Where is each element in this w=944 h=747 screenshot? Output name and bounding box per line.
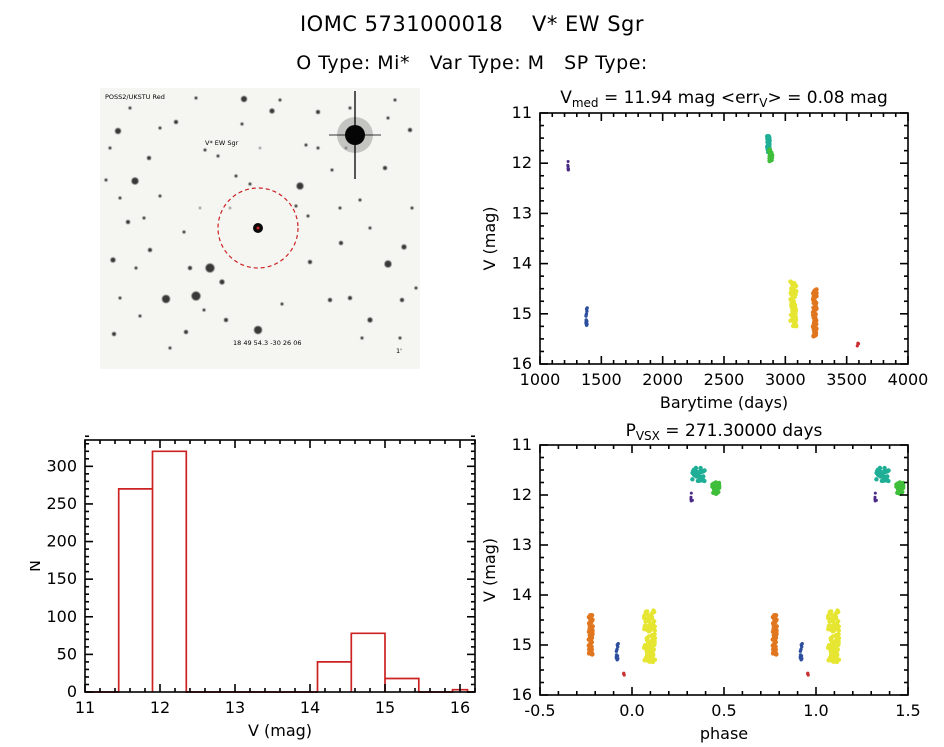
target-circle (217, 187, 299, 269)
svg-text:11: 11 (512, 103, 532, 122)
x-axis-title: V (mag) (248, 721, 312, 740)
histogram-outline (85, 450, 475, 693)
svg-text:11: 11 (512, 435, 532, 454)
svg-text:-0.5: -0.5 (524, 701, 555, 720)
svg-text:0: 0 (67, 682, 77, 701)
svg-text:13: 13 (512, 535, 532, 554)
axes (539, 444, 909, 696)
data-points (566, 134, 861, 348)
svg-text:15: 15 (512, 304, 532, 323)
finder-chart: POSS2/UKSTU Red V* EW Sgr 18 49 54.3 -30 2… (100, 88, 420, 369)
svg-text:0.5: 0.5 (711, 701, 736, 720)
svg-text:18 49 54.3 -30 26 06: 18 49 54.3 -30 26 06 (233, 339, 302, 347)
y-axis-title: V (mag) (480, 206, 499, 270)
svg-text:2500: 2500 (704, 370, 745, 389)
plot-title: PVSX = 271.30000 days (626, 421, 823, 443)
svg-text:13: 13 (512, 203, 532, 222)
svg-text:100: 100 (46, 607, 77, 626)
svg-text:12: 12 (150, 698, 170, 717)
data-points (586, 465, 906, 677)
star-field (104, 96, 418, 350)
svg-text:16: 16 (512, 685, 532, 704)
svg-text:14: 14 (512, 585, 532, 604)
axes (84, 435, 476, 693)
tick-labels: -0.5 0.0 0.5 1.0 1.5 11 12 13 14 15 16 phase V (mag) (480, 435, 921, 743)
svg-text:150: 150 (46, 569, 77, 588)
svg-text:1.5: 1.5 (895, 701, 920, 720)
lightcurve-plot: 1000 1500 2000 2500 3000 3500 4000 11 12 13 14 15 16… (470, 82, 944, 414)
svg-text:50: 50 (57, 644, 77, 663)
svg-text:14: 14 (512, 254, 532, 273)
histogram-svg: 11 12 13 14 15 16 0 50 100 150 200 250 300 V (mag) N (30, 435, 476, 740)
svg-text:POSS2/UKSTU Red: POSS2/UKSTU Red (105, 93, 165, 101)
svg-text:16: 16 (512, 354, 532, 373)
svg-text:1.0: 1.0 (803, 701, 828, 720)
finder-svg: POSS2/UKSTU Red V* EW Sgr 18 49 54.3 -30 2… (100, 88, 420, 369)
svg-text:200: 200 (46, 532, 77, 551)
svg-text:11: 11 (75, 698, 95, 717)
magnitude-histogram-plot: 11 12 13 14 15 16 0 50 100 150 200 250 300 V (mag) N (30, 430, 480, 747)
svg-text:4000: 4000 (888, 370, 929, 389)
svg-text:12: 12 (512, 485, 532, 504)
svg-text:V* EW Sgr: V* EW Sgr (205, 139, 239, 147)
svg-text:300: 300 (46, 456, 77, 475)
svg-text:15: 15 (512, 635, 532, 654)
x-axis-title: Barytime (days) (660, 393, 788, 412)
data-points (85, 450, 475, 693)
svg-text:0.0: 0.0 (619, 701, 644, 720)
bright-star (329, 91, 381, 179)
phase-svg: -0.5 0.0 0.5 1.0 1.5 11 12 13 14 15 16 phase V (mag)… (480, 421, 921, 743)
svg-text:3500: 3500 (826, 370, 867, 389)
tick-labels: 11 12 13 14 15 16 0 50 100 150 200 250 300 V (mag) N (30, 456, 470, 740)
svg-text:3000: 3000 (765, 370, 806, 389)
svg-text:1500: 1500 (581, 370, 622, 389)
axes (539, 112, 909, 365)
target-star (253, 223, 263, 233)
svg-text:13: 13 (225, 698, 245, 717)
svg-text:12: 12 (512, 153, 532, 172)
phase-folded-plot: -0.5 0.0 0.5 1.0 1.5 11 12 13 14 15 16 phase V (mag)… (470, 410, 944, 747)
x-axis-title: phase (700, 724, 748, 743)
page-subtitle: O Type: Mi* Var Type: M SP Type: (296, 52, 648, 74)
svg-text:250: 250 (46, 494, 77, 513)
svg-text:1000: 1000 (520, 370, 561, 389)
finder-labels: POSS2/UKSTU Red V* EW Sgr 18 49 54.3 -30 2… (105, 93, 402, 355)
svg-text:1': 1' (396, 347, 402, 355)
y-axis-title: V (mag) (480, 538, 499, 602)
svg-text:2000: 2000 (642, 370, 683, 389)
page-title: IOMC 5731000018 V* EW Sgr (299, 12, 645, 36)
plot-title: Vmed = 11.94 mag <errV> = 0.08 mag (560, 88, 888, 110)
svg-text:15: 15 (375, 698, 395, 717)
y-axis-title: N (30, 560, 44, 572)
lightcurve-svg: 1000 1500 2000 2500 3000 3500 4000 11 12 13 14 15 16… (480, 88, 928, 412)
svg-text:14: 14 (300, 698, 320, 717)
svg-text:16: 16 (450, 698, 470, 717)
tick-labels: 1000 1500 2000 2500 3000 3500 4000 11 12 13 14 15 16… (480, 103, 928, 412)
